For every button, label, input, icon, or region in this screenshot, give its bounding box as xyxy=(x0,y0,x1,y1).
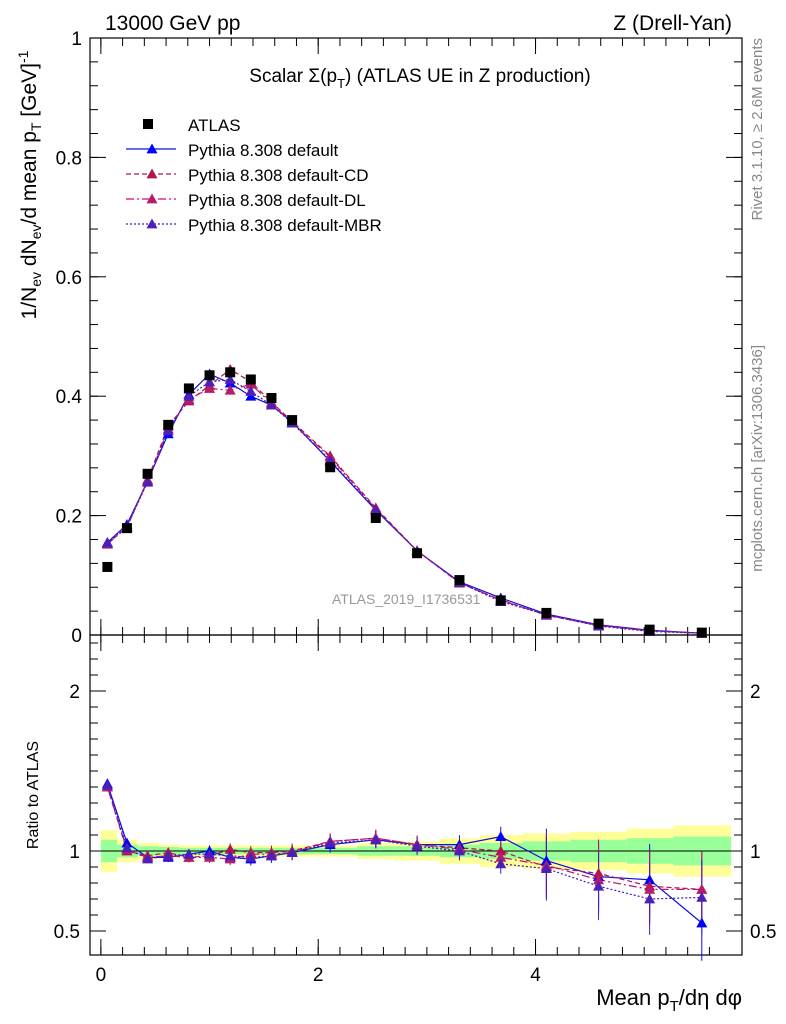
atlas-data-point xyxy=(266,392,277,403)
ratio-frame xyxy=(89,634,743,956)
ratio-marker-2 xyxy=(644,883,656,894)
legend-atlas-label: ATLAS xyxy=(188,116,241,135)
ratio-marker-3 xyxy=(411,840,423,851)
legend-label-3: Pythia 8.308 default-MBR xyxy=(188,216,382,235)
y-tick-label: 0.4 xyxy=(56,387,83,408)
legend-label-1: Pythia 8.308 default-CD xyxy=(188,166,369,185)
legend: ATLAS Pythia 8.308 default Pythia 8.308 de… xyxy=(126,116,382,235)
ratio-marker-3 xyxy=(644,893,656,904)
ratio-tick-label: 2 xyxy=(69,682,80,703)
atlas-data-point xyxy=(163,419,174,430)
ratio-marker-3 xyxy=(696,891,708,902)
ratio-marker-3 xyxy=(324,837,336,848)
series-marker-3 xyxy=(324,454,336,465)
atlas-data-point xyxy=(102,561,113,572)
ratio-marker-3 xyxy=(142,853,154,864)
ratio-tick-label: 1 xyxy=(69,842,80,863)
series-marker-3 xyxy=(142,476,154,487)
header-right: Z (Drell-Yan) xyxy=(613,12,732,35)
ratio-marker-3 xyxy=(286,847,298,857)
mcplots-label: mcplots.cern.ch [arXiv:1306.3436] xyxy=(749,345,766,572)
atlas-data-point xyxy=(121,523,132,534)
x-tick-label: 4 xyxy=(530,965,541,986)
y-tick-label: 0.2 xyxy=(56,507,82,528)
series-marker-3 xyxy=(101,537,113,548)
atlas-data-point xyxy=(245,374,256,385)
atlas-data-point xyxy=(225,367,236,378)
y-tick-label: 1 xyxy=(71,29,82,50)
legend-marker-0 xyxy=(146,143,158,154)
x-tick-label: 2 xyxy=(313,965,324,986)
ratio-marker-2 xyxy=(495,851,507,862)
ratio-marker-3 xyxy=(101,779,113,790)
ratio-marker-3 xyxy=(183,848,195,859)
ratio-tick-label: 0.5 xyxy=(54,922,80,943)
atlas-data-point xyxy=(287,415,298,426)
ratio-marker-2 xyxy=(696,883,708,894)
atlas-data-point xyxy=(204,370,215,381)
atlas-data-point xyxy=(183,383,194,394)
atlas-data-point xyxy=(495,595,506,606)
main-plot: 0 0.2 0.4 0.6 0.8 1 xyxy=(56,29,743,955)
ratio-marker-3 xyxy=(453,845,465,856)
atlas-data-point xyxy=(370,512,381,523)
legend-marker-2 xyxy=(146,193,158,204)
ratio-marker-0 xyxy=(696,917,708,928)
ratio-marker-0 xyxy=(495,831,507,841)
ratio-tick-label-right: 1 xyxy=(750,842,761,863)
legend-marker-3 xyxy=(146,218,158,229)
series-marker-2 xyxy=(204,382,216,393)
atlas-data-point xyxy=(696,627,707,638)
ratio-marker-3 xyxy=(540,863,552,873)
series-marker-3 xyxy=(224,373,236,384)
legend-label-2: Pythia 8.308 default-DL xyxy=(188,191,366,210)
ratio-marker-1 xyxy=(224,843,236,854)
y-tick-label: 0.8 xyxy=(56,148,82,169)
atlas-data-point xyxy=(541,607,552,618)
ratio-marker-3 xyxy=(204,848,216,859)
series-marker-3 xyxy=(162,425,174,436)
ratio-marker-3 xyxy=(593,880,605,891)
y-tick-label: 0.6 xyxy=(56,268,82,289)
rivet-label: Rivet 3.1.10, ≥ 2.6M events xyxy=(749,38,766,221)
atlas-data-point xyxy=(412,548,423,559)
analysis-watermark: ATLAS_2019_I1736531 xyxy=(332,591,481,607)
header-left: 13000 GeV pp xyxy=(105,12,240,35)
y-tick-label: 0 xyxy=(71,626,82,647)
series-marker-2 xyxy=(224,384,236,395)
series-marker-3 xyxy=(245,385,257,396)
ratio-tick-label-right: 0.5 xyxy=(750,922,776,943)
chart-title: Scalar Σ(pT) (ATLAS UE in Z production) xyxy=(249,66,590,91)
ratio-marker-3 xyxy=(121,842,133,853)
ratio-marker-1 xyxy=(593,867,605,878)
ratio-plot: 0.5 0.5 1 1 2 2 0 2 4 xyxy=(54,634,776,986)
ratio-marker-3 xyxy=(495,858,507,869)
ratio-y-label: Ratio to ATLAS xyxy=(25,741,42,849)
legend-label-0: Pythia 8.308 default xyxy=(188,141,339,160)
ratio-marker-3 xyxy=(162,850,174,861)
atlas-data-point xyxy=(454,575,465,586)
atlas-data-point xyxy=(644,624,655,635)
ratio-marker-3 xyxy=(224,850,236,861)
series-marker-3 xyxy=(183,390,195,401)
series-marker-3 xyxy=(370,504,382,515)
atlas-data-point xyxy=(325,462,336,473)
x-tick-label: 0 xyxy=(96,965,107,986)
ratio-tick-label-right: 2 xyxy=(750,682,761,703)
ratio-marker-3 xyxy=(265,850,277,861)
ratio-marker-3 xyxy=(370,834,382,845)
legend-atlas-marker xyxy=(143,119,153,129)
atlas-data-point xyxy=(593,618,604,629)
ratio-marker-0 xyxy=(644,874,656,885)
atlas-data-point xyxy=(142,468,153,479)
series-marker-3 xyxy=(265,399,277,410)
legend-marker-1 xyxy=(146,168,158,179)
series-marker-3 xyxy=(204,376,216,387)
ratio-marker-3 xyxy=(245,851,257,862)
ratio-marker-2 xyxy=(593,874,605,885)
ratio-marker-1 xyxy=(495,845,507,856)
